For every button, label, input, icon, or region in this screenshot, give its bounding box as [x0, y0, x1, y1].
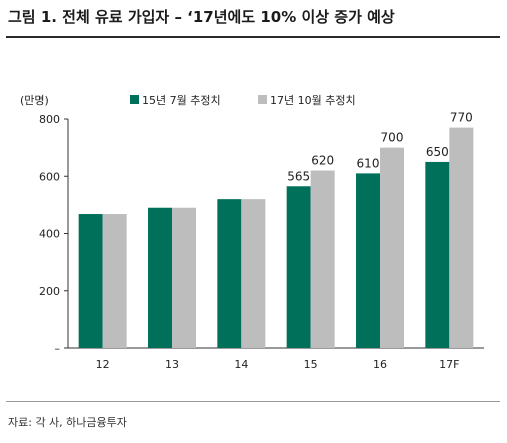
- legend-swatch: [258, 95, 267, 104]
- x-tick-label: 16: [373, 358, 387, 371]
- data-label: 565: [287, 169, 310, 183]
- bar: [356, 173, 380, 348]
- y-axis: – 200 400 600 800: [39, 113, 69, 355]
- chart-title: 그림 1. 전체 유료 가입자 – ‘17년에도 10% 이상 증가 예상: [8, 8, 395, 26]
- bar: [241, 199, 266, 348]
- bar: [102, 214, 127, 348]
- title-divider: [6, 36, 500, 38]
- y-tick-label: –: [55, 342, 61, 355]
- source-note: 자료: 각 사, 하나금융투자: [8, 416, 127, 429]
- data-label: 700: [381, 131, 404, 145]
- bar: [380, 147, 404, 348]
- x-axis: 12 13 14 15 16 17F: [68, 347, 484, 371]
- bar: [148, 207, 172, 348]
- x-tick-label: 15: [304, 358, 318, 371]
- data-label: 770: [450, 111, 473, 125]
- legend-label: 17년 10월 추정치: [270, 94, 356, 107]
- data-label: 610: [357, 156, 380, 170]
- y-tick-label: 800: [39, 113, 60, 126]
- bar: [449, 127, 474, 349]
- bar-chart: – 200 400 600 800 12 13 14 15 16 17F 565 610 650 620…: [20, 94, 484, 371]
- y-tick-label: 600: [39, 170, 60, 183]
- y-axis-unit-label: (만명): [20, 94, 49, 107]
- bar: [425, 161, 450, 348]
- bars: [78, 127, 474, 349]
- legend: 15년 7월 추정치 17년 10월 추정치: [130, 94, 356, 107]
- source-divider: [6, 401, 500, 402]
- bar: [286, 186, 311, 348]
- bar: [217, 199, 242, 348]
- data-labels: 565 610 650 620 700 770: [287, 111, 473, 184]
- x-tick-label: 12: [96, 358, 110, 371]
- x-tick-label: 14: [234, 358, 248, 371]
- bar: [78, 214, 103, 348]
- legend-swatch: [130, 95, 139, 104]
- data-label: 650: [426, 145, 449, 159]
- bar: [310, 170, 335, 348]
- x-tick-label: 17F: [439, 358, 459, 371]
- y-tick-label: 200: [39, 285, 60, 298]
- data-label: 620: [311, 154, 334, 168]
- y-tick-label: 400: [39, 228, 60, 241]
- x-tick-label: 13: [165, 358, 179, 371]
- bar: [172, 207, 196, 348]
- legend-label: 15년 7월 추정치: [142, 94, 221, 107]
